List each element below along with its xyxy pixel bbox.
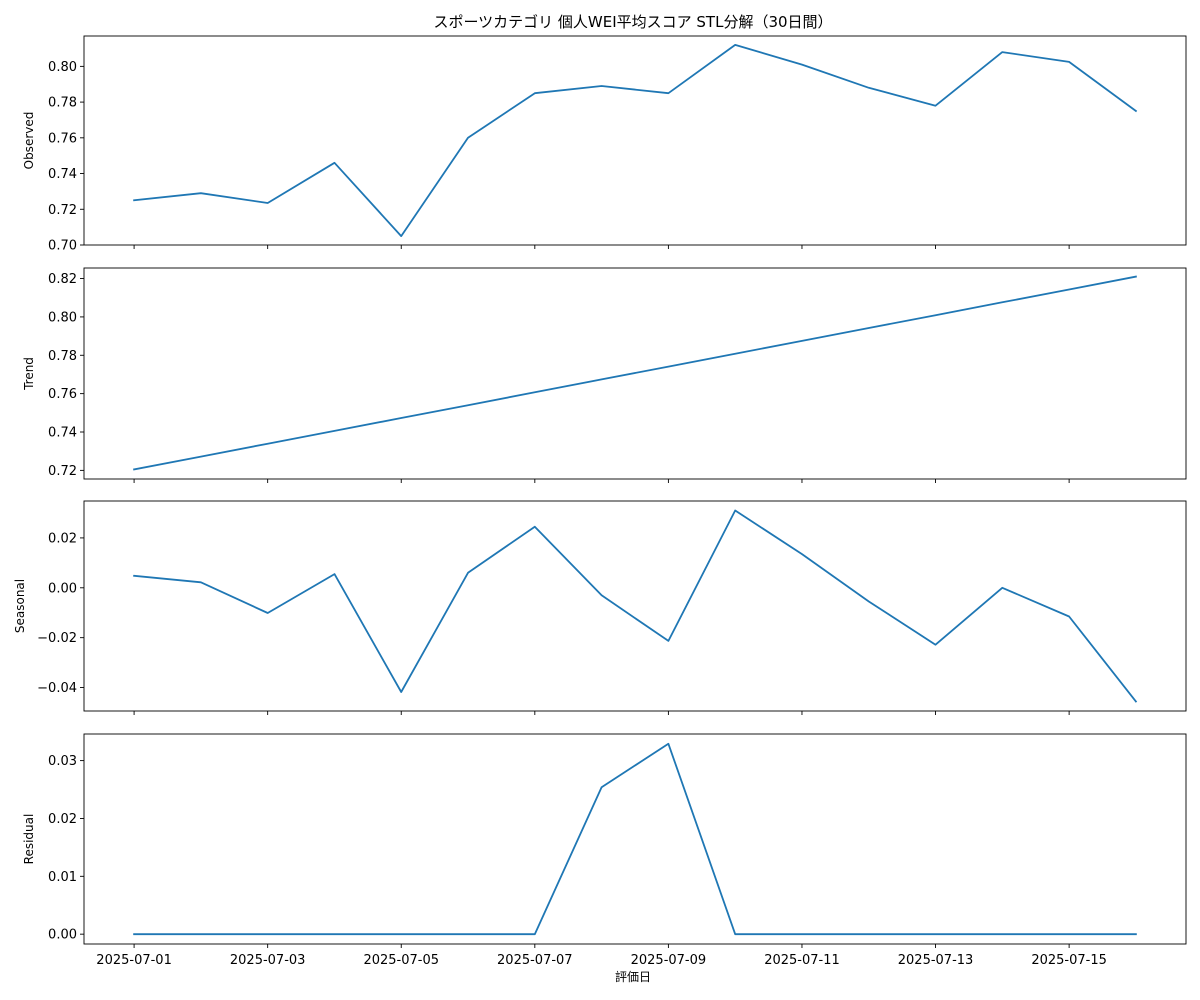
y-tick-label: 0.78 — [48, 96, 77, 111]
axes-frame — [83, 35, 1187, 246]
y-tick-label: 0.70 — [48, 239, 77, 254]
y-tick-label: 0.02 — [48, 531, 77, 546]
y-tick-label: −0.04 — [37, 681, 77, 696]
series-line-observed — [133, 44, 1138, 238]
y-tick-label: 0.80 — [48, 60, 77, 75]
y-tick-label: 0.76 — [48, 131, 77, 146]
series-line-trend — [133, 275, 1137, 471]
panel-trend: 0.72 0.74 0.76 0.78 0.80 0.82 Trend — [22, 267, 1187, 483]
panel-observed: 0.70 0.72 0.74 0.76 0.78 0.80 Observed — [22, 35, 1187, 254]
x-tick-label: 2025-07-03 — [230, 953, 306, 968]
axes-frame — [83, 500, 1187, 712]
y-tick-label: 0.00 — [48, 581, 77, 596]
figure-title: スポーツカテゴリ 個人WEI平均スコア STL分解（30日間） — [433, 13, 832, 31]
x-tick-label: 2025-07-15 — [1031, 953, 1107, 968]
y-tick-label: 0.78 — [48, 349, 77, 364]
y-tick-label: 0.72 — [48, 203, 77, 218]
y-tick-label: 0.03 — [48, 754, 77, 769]
x-axis-label: 評価日 — [615, 969, 651, 984]
y-tick-label: 0.74 — [48, 426, 77, 441]
series-line-seasonal — [133, 509, 1138, 703]
x-tick-label: 2025-07-05 — [363, 953, 439, 968]
y-tick-label: 0.00 — [48, 928, 77, 943]
series-line-residual — [133, 742, 1137, 936]
panel-residual: 0.00 0.01 0.02 0.03 Residual 2025-07-01 2025-0… — [22, 733, 1187, 968]
y-tick-label: 0.74 — [48, 167, 77, 182]
panels: 0.70 0.72 0.74 0.76 0.78 0.80 Observed 0.72 0.74… — [13, 35, 1187, 968]
y-axis-label: Trend — [22, 357, 36, 391]
y-tick-label: −0.02 — [37, 631, 77, 646]
x-tick-label: 2025-07-07 — [497, 953, 573, 968]
y-axis-label: Residual — [22, 814, 36, 865]
y-axis-label: Seasonal — [13, 579, 27, 633]
y-tick-label: 0.01 — [48, 870, 77, 885]
y-tick-label: 0.02 — [48, 812, 77, 827]
x-tick-label: 2025-07-09 — [631, 953, 707, 968]
x-tick-label: 2025-07-13 — [898, 953, 974, 968]
panel-seasonal: −0.04 −0.02 0.00 0.02 Seasonal — [13, 500, 1187, 715]
y-tick-label: 0.82 — [48, 272, 77, 287]
y-tick-label: 0.76 — [48, 387, 77, 402]
axes-frame — [83, 267, 1187, 480]
axes-frame — [83, 733, 1187, 945]
x-tick-label: 2025-07-11 — [764, 953, 840, 968]
y-tick-label: 0.80 — [48, 310, 77, 325]
y-axis-label: Observed — [22, 112, 36, 170]
y-tick-label: 0.72 — [48, 464, 77, 479]
x-tick-label: 2025-07-01 — [96, 953, 172, 968]
